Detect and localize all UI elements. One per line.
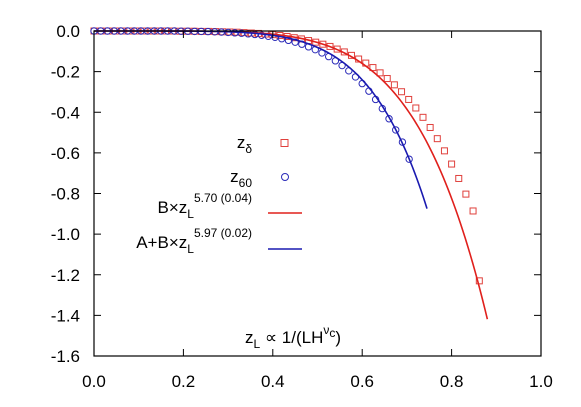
annotation-end: )	[335, 328, 341, 347]
data-point-square	[390, 81, 398, 89]
y-tick-label: -1.4	[51, 306, 80, 325]
y-tick-label: -1.6	[51, 347, 80, 366]
legend-label-base: z	[237, 133, 246, 152]
y-tick-label: -1.2	[51, 266, 80, 285]
legend-label-sub: L	[187, 242, 194, 256]
legend-label-base: A+B×z	[136, 233, 187, 252]
axes: 0.0 0.2 0.4 0.6 0.8 1.0 0.0 -0.2 -0.4 -0.6 -0.8 -1.…	[51, 22, 553, 391]
annotation-base: z	[245, 328, 254, 347]
data-point-square	[440, 147, 448, 155]
data-point-square	[475, 277, 483, 285]
data-point-square	[319, 40, 327, 48]
data-point-square	[326, 42, 334, 50]
data-point-square	[405, 95, 413, 103]
data-point-square	[369, 64, 377, 72]
x-tick-label: 0.6	[350, 372, 374, 391]
legend-label-0: zδ	[237, 133, 253, 156]
legend-sample-square	[280, 139, 289, 147]
data-point-square	[426, 123, 434, 131]
plot-frame	[93, 30, 542, 357]
data-point-square	[455, 174, 463, 182]
legend-sample-circle	[281, 173, 289, 181]
y-tick-label: -0.8	[51, 185, 80, 204]
y-tick-label: 0.0	[56, 22, 80, 41]
data-point-circle	[385, 115, 393, 123]
data-point-circle	[284, 36, 293, 45]
data-point-square	[469, 207, 477, 215]
data-point-circle	[392, 126, 400, 134]
data-point-square	[412, 104, 420, 112]
data-point-square	[398, 88, 406, 96]
data-point-square	[376, 69, 384, 77]
legend-label-exp: 5.97 (0.02)	[194, 226, 252, 240]
y-tick-label: -0.2	[51, 63, 80, 82]
plot-marks	[90, 27, 489, 320]
legend-label-sub: δ	[245, 142, 252, 156]
fit-line-2	[94, 30, 489, 320]
annotation-middle: ∝ 1/(LH	[260, 328, 323, 347]
data-point-square	[448, 160, 456, 168]
data-point-square	[383, 75, 391, 83]
data-point-square	[433, 135, 441, 143]
axis-annotation: zL ∝ 1/(LHνc)	[245, 323, 341, 351]
legend-label-3: A+B×zL5.97 (0.02)	[136, 226, 252, 256]
x-tick-label: 0.2	[172, 372, 196, 391]
fit-line-3	[94, 30, 428, 209]
x-tick-label: 1.0	[529, 372, 553, 391]
annotation-exp-sub: c	[329, 326, 335, 340]
annotation: zL ∝ 1/(LHνc)	[245, 323, 341, 351]
y-tick-label: -1.0	[51, 225, 80, 244]
legend-label-exp: 5.70 (0.04)	[194, 191, 252, 205]
x-tick-label: 0.4	[261, 372, 285, 391]
legend-label-base: z	[230, 167, 239, 186]
legend-label-2: B×zL5.70 (0.04)	[157, 191, 252, 221]
annotation-base-sub: L	[254, 337, 261, 351]
x-tick-label: 0.8	[440, 372, 464, 391]
x-tick-label: 0.0	[82, 372, 106, 391]
legend-label-1: z60	[230, 167, 252, 190]
legend-label-sub: 60	[239, 176, 253, 190]
annotation-exp: ν	[323, 323, 329, 337]
y-tick-label: -0.6	[51, 144, 80, 163]
y-tick-label: -0.4	[51, 103, 80, 122]
legend-label-sub: L	[187, 207, 194, 221]
legend-label-base: B×z	[157, 198, 187, 217]
data-point-square	[462, 190, 470, 198]
data-point-square	[419, 113, 427, 121]
data-point-circle	[405, 155, 413, 163]
